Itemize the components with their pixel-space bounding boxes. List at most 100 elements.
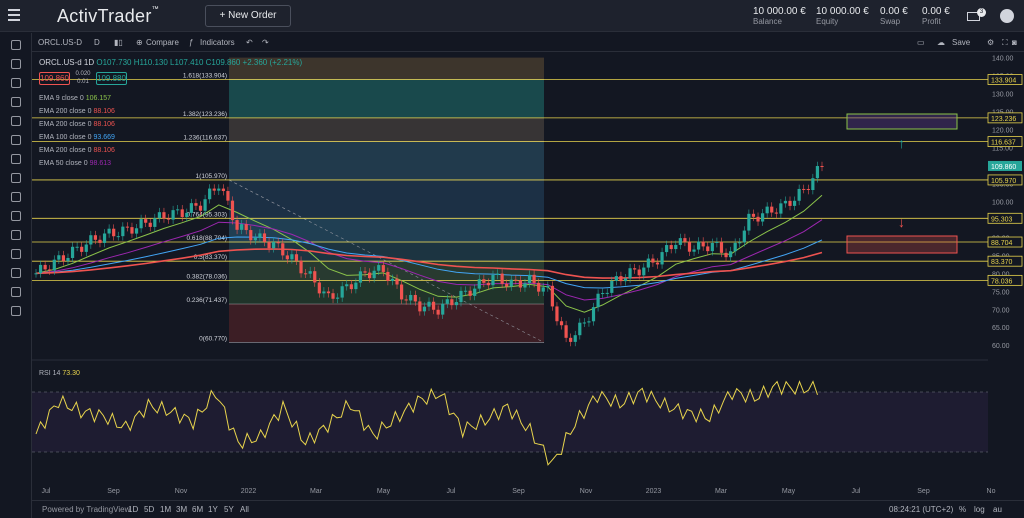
ema-legend-row[interactable]: EMA 9 close 0 106.157 [39,95,111,102]
menu-icon[interactable] [8,9,20,21]
fib-trend-line [228,179,545,343]
symbol-search[interactable]: ORCL.US-D [38,38,83,47]
ruler-icon[interactable] [11,211,21,221]
time-tick-label: Sep [107,488,120,495]
interval-select[interactable]: D [94,38,100,47]
price-chart[interactable]: 1.618(133.904) 1.382(123.236) 1.236(116.63… [32,52,1024,500]
cloud-save-icon[interactable]: ☁ [937,38,945,47]
fib-band [229,117,544,142]
trash-icon[interactable] [11,306,21,316]
fib-band [229,79,544,118]
log-scale-toggle[interactable]: log [974,505,985,514]
rsi-band [32,392,988,452]
range-button[interactable]: 1D [128,505,139,514]
prediction-icon[interactable] [11,173,21,183]
percent-scale-toggle[interactable]: % [959,505,967,514]
compare-icon[interactable]: ⊕ [136,38,143,47]
buy-price-button[interactable]: 109.880 [96,72,127,85]
redo-icon[interactable]: ↷ [262,38,269,47]
price-line-tag[interactable] [987,255,1023,267]
swap-stat: 0.00 € Swap [880,6,908,26]
auto-scale-toggle[interactable]: au [993,505,1002,514]
user-avatar[interactable] [1000,9,1014,23]
horizontal-lines[interactable] [32,79,988,281]
layout-icon[interactable]: ▭ [917,38,925,47]
candle-body [144,219,148,223]
ema-legend-row[interactable]: EMA 200 close 0 88.106 [39,147,115,154]
candle-body [217,188,221,191]
eye-icon[interactable] [11,287,21,297]
ema-line [35,219,823,301]
time-tick-label: Nov [580,488,593,495]
fullscreen-icon[interactable]: ⛶ [1002,38,1008,47]
candlestick-series [34,161,824,347]
text-icon[interactable] [11,135,21,145]
new-order-button[interactable]: + New Order [205,5,291,27]
settings-icon[interactable]: ⚙ [987,38,995,47]
indicators-icon[interactable]: ƒ [189,38,194,47]
price-line-tag[interactable] [987,74,1023,85]
target-box-down[interactable] [846,235,958,254]
pattern-icon[interactable] [11,154,21,164]
fib-level-label: 0(60.770) [199,335,227,342]
fibonacci-retracement[interactable]: 1.618(133.904) 1.382(123.236) 1.236(116.63… [183,57,545,343]
zoom-in-icon[interactable] [11,230,21,240]
candle-body [52,259,56,271]
candle-body [738,242,742,244]
screenshot-icon[interactable]: ◙ [1012,38,1017,47]
range-button[interactable]: 6M [192,505,204,514]
candle-body [367,272,372,279]
price-line-tag[interactable] [987,136,1023,147]
candle-body [139,219,143,229]
price-line-tag[interactable] [987,274,1023,286]
price-tick-label: 70.00 [992,307,1010,314]
candle-body [308,271,312,274]
target-box-up[interactable] [846,113,958,130]
ema-legend-row[interactable]: EMA 200 close 0 88.106 [39,121,115,128]
candle-body [395,278,399,285]
price-line-tag[interactable] [987,174,1023,186]
range-button[interactable]: 3M [176,505,188,514]
candle-body [674,244,678,250]
range-button[interactable]: 5D [144,505,155,514]
candle-body [537,282,541,292]
fib-level-label: 1.382(123.236) [183,111,227,118]
candle-body [93,235,98,240]
range-button[interactable]: 5Y [224,505,234,514]
candle-body [130,227,134,234]
fib-tool-icon[interactable] [11,78,21,88]
fib-band [229,280,544,305]
chart-legend: ORCL.US-d 1D O107.730 H110.130 L107.410 … [39,58,302,67]
sell-price-button[interactable]: 109.860 [39,72,70,85]
candle-body [715,241,719,243]
undo-icon[interactable]: ↶ [246,38,253,47]
ema-legend-row[interactable]: EMA 200 close 0 88.106 [39,108,115,115]
magnet-icon[interactable] [11,249,21,259]
compare-button[interactable]: Compare [146,38,179,47]
range-button[interactable]: 1M [160,505,172,514]
candle-body [48,269,52,271]
range-button[interactable]: All [240,505,249,514]
candle-body [578,322,582,336]
range-button[interactable]: 1Y [208,505,218,514]
trend-line-icon[interactable] [11,59,21,69]
candle-body [166,218,171,220]
brush-icon[interactable] [11,97,21,107]
price-line-tag[interactable] [987,112,1023,124]
candle-body [550,285,554,307]
ema-legend-row[interactable]: EMA 50 close 0 98.613 [39,160,111,167]
save-button[interactable]: Save [952,38,971,47]
price-line-tag[interactable] [987,212,1023,224]
price-line-tag[interactable] [987,236,1023,248]
time-axis[interactable]: Jul Sep Nov 2022 Mar May Jul Sep Nov 2023 Mar May Ju… [42,488,996,495]
rectangle-icon[interactable] [11,116,21,126]
lock-icon[interactable] [11,268,21,278]
price-axis[interactable]: 140.00135.00130.00125.00120.00115.00110.… [987,52,1024,500]
ema-line [35,194,823,313]
crosshair-icon[interactable] [11,40,21,50]
candle-body [815,166,820,179]
indicators-button[interactable]: Indicators [200,38,235,47]
emoji-icon[interactable] [11,192,21,202]
ema-legend-row[interactable]: EMA 100 close 0 93.669 [39,134,115,141]
bar-style-icon[interactable]: ▮▯ [114,38,123,47]
